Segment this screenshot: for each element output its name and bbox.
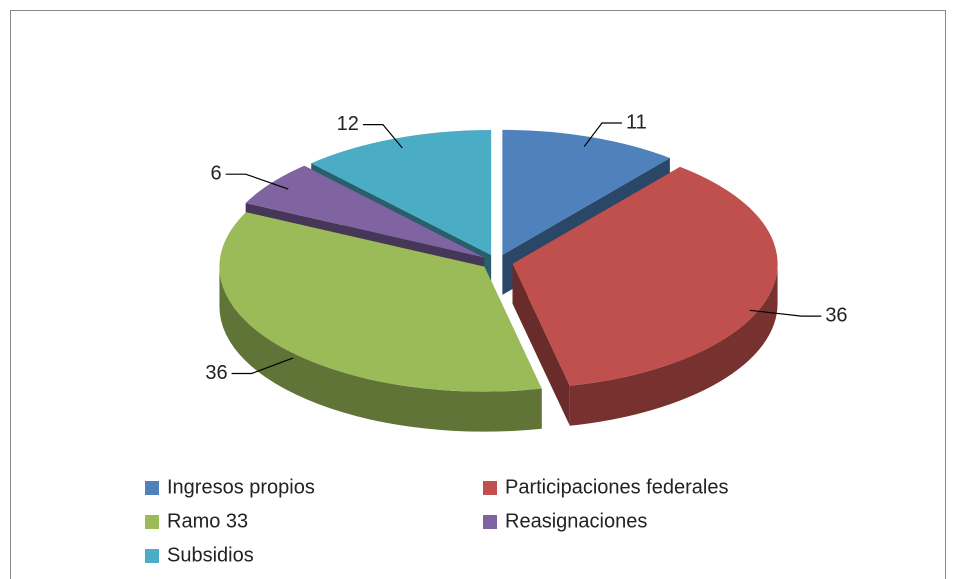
legend-label: Reasignaciones <box>505 510 647 532</box>
leader-line <box>231 357 294 375</box>
legend-label: Participaciones federales <box>505 476 728 498</box>
legend-swatch <box>145 549 159 563</box>
leader-line <box>749 309 822 317</box>
legend-label: Ingresos propios <box>167 476 315 498</box>
slice <box>219 212 542 392</box>
leader-line <box>583 122 622 147</box>
slice <box>502 129 670 255</box>
data-label: 36 <box>825 304 847 326</box>
legend-label: Subsidios <box>167 544 254 566</box>
slice-wall <box>219 266 542 432</box>
legend-swatch <box>145 481 159 495</box>
legend-swatch <box>145 515 159 529</box>
data-label: 12 <box>337 113 359 135</box>
legend-swatch <box>483 481 497 495</box>
legend-swatch <box>483 515 497 529</box>
legend-label: Ramo 33 <box>167 510 248 532</box>
slice-wall <box>569 263 778 426</box>
slice <box>512 166 778 386</box>
leader-line <box>225 173 289 190</box>
slice <box>245 165 485 258</box>
data-label: 6 <box>211 162 222 184</box>
leader-line <box>362 124 403 149</box>
data-label: 11 <box>626 111 647 133</box>
slice <box>311 129 492 255</box>
slice-side <box>512 263 570 426</box>
data-label: 36 <box>205 362 227 384</box>
